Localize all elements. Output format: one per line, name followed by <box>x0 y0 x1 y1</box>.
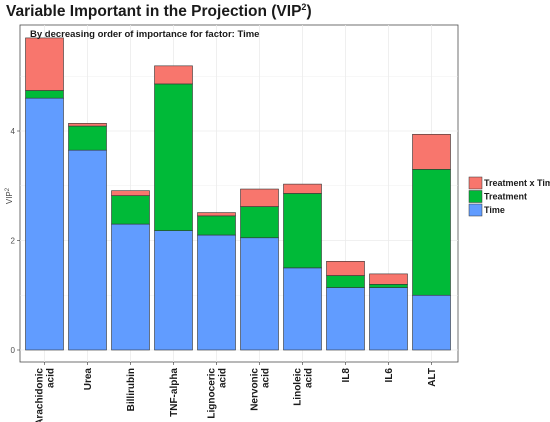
y-axis: 0 2 4 <box>11 127 20 355</box>
legend-label-treatment-x-time: Treatment x Time <box>484 178 550 188</box>
bar-segment-treatment <box>197 215 236 236</box>
x-tick-label: IL8 <box>341 368 352 383</box>
bar-segment-treatment-x-time <box>154 65 193 85</box>
bar-segment-time <box>25 97 64 351</box>
bar-segment-treatment <box>25 90 64 99</box>
x-tick-label: Billirubin <box>126 368 137 411</box>
y-axis-label: VIP2 <box>5 187 14 204</box>
x-tick-label: ALT <box>427 368 438 387</box>
legend: Treatment x Time Treatment Time <box>468 176 550 217</box>
x-tick-label: TNF-alpha <box>169 368 180 417</box>
bar-segment-treatment <box>154 83 193 231</box>
x-tick-label: Lignoceric <box>207 368 218 419</box>
bar-segment-treatment-x-time <box>326 261 365 276</box>
bar-segment-time <box>412 294 451 351</box>
x-tick-label: Nervonic <box>250 368 261 411</box>
chart-title: Variable Important in the Projection (VI… <box>6 2 312 21</box>
bar-segment-time <box>283 267 322 351</box>
x-tick-label: Arachidonic <box>35 368 46 422</box>
bar-segment-time <box>68 149 107 351</box>
bar-segment-treatment <box>283 193 322 269</box>
legend-label-treatment: Treatment <box>484 192 527 202</box>
x-tick-label: acid <box>304 368 315 388</box>
bar-segment-treatment <box>326 275 365 288</box>
legend-swatch-treatment-x-time <box>468 176 483 190</box>
x-tick-label: acid <box>261 368 272 388</box>
bar-segment-treatment-x-time <box>240 188 279 207</box>
bar-segment-time <box>240 237 279 351</box>
legend-swatch-treatment <box>468 190 483 203</box>
bar-segment-time <box>111 223 150 351</box>
bar-segment-time <box>154 230 193 351</box>
y-tick-label: 4 <box>11 127 16 136</box>
legend-swatch-time <box>468 203 483 217</box>
bar-segment-treatment-x-time <box>283 183 322 194</box>
x-tick-label: acid <box>218 368 229 388</box>
bar-segment-treatment-x-time <box>369 273 408 285</box>
bar-segment-treatment <box>369 283 408 288</box>
bar-segment-treatment <box>240 206 279 239</box>
bar-segment-treatment-x-time <box>68 123 107 127</box>
y-tick-label: 0 <box>11 346 16 355</box>
x-tick-label: Urea <box>83 368 94 391</box>
bar-segment-time <box>197 234 236 351</box>
x-tick-label: IL6 <box>384 368 395 383</box>
bars <box>25 37 451 351</box>
bar-segment-treatment-x-time <box>111 190 150 196</box>
bar-segment-treatment <box>412 169 451 296</box>
bar-segment-treatment-x-time <box>197 212 236 217</box>
bar-segment-treatment <box>111 195 150 225</box>
bar-segment-time <box>326 287 365 351</box>
y-tick-label: 2 <box>11 237 16 246</box>
bar-segment-treatment <box>68 125 107 151</box>
bar-segment-treatment-x-time <box>412 133 451 170</box>
x-axis: Arachidonic acid Urea Billirubin TNF-alpha Li… <box>35 362 438 422</box>
bar-segment-treatment-x-time <box>25 37 64 91</box>
x-tick-label: acid <box>46 368 57 388</box>
x-tick-label: Linoleic <box>293 368 304 406</box>
bar-segment-time <box>369 287 408 351</box>
legend-label-time: Time <box>484 205 505 215</box>
chart-subtitle: By decreasing order of importance for fa… <box>30 29 259 40</box>
